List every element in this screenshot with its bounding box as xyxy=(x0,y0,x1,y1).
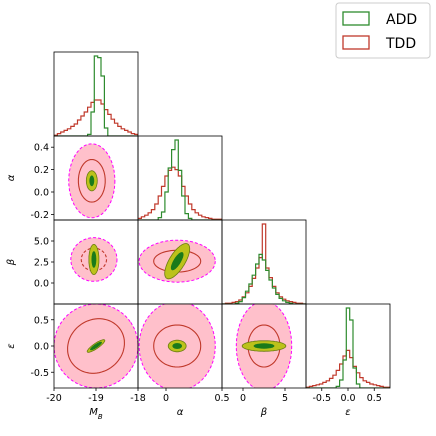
legend-label-add: ADD xyxy=(386,12,417,28)
hist-tdd-beta xyxy=(222,223,306,304)
legend-swatch-tdd xyxy=(342,35,370,50)
y-tick-label-epsilon: 0.5 xyxy=(34,315,49,326)
panel-epsilon-beta xyxy=(235,304,293,388)
x-tick-label-MB: -18 xyxy=(130,393,146,404)
contour-add-inner xyxy=(172,343,182,349)
panel-beta-MB xyxy=(70,237,118,282)
hist-add-epsilon xyxy=(306,307,390,388)
y-axis-title-epsilon: ε xyxy=(6,343,17,349)
x-tick-label-beta: 0 xyxy=(240,393,246,404)
panel-alpha-alpha xyxy=(138,139,222,220)
panel-epsilon-MB xyxy=(54,304,138,388)
y-tick-label-beta: 5.0 xyxy=(34,237,49,248)
legend: ADD TDD xyxy=(335,2,431,59)
panel-frame xyxy=(53,51,139,137)
x-tick-label-epsilon: 0.5 xyxy=(367,393,382,404)
x-tick-label-beta: 5 xyxy=(282,393,288,404)
x-axis-title-epsilon: ε xyxy=(345,407,351,418)
y-tick-label-epsilon: 0.0 xyxy=(34,342,49,353)
x-tick-label-alpha: 0.5 xyxy=(214,393,229,404)
x-tick-label-epsilon: 0.0 xyxy=(340,393,355,404)
y-tick-label-alpha: 0.0 xyxy=(34,188,49,199)
x-tick-label-alpha: 0 xyxy=(163,393,169,404)
y-tick-label-alpha: 0.4 xyxy=(34,143,49,154)
x-axis-title-alpha: α xyxy=(177,407,184,418)
x-axis-title-MB: MB xyxy=(89,407,103,421)
panel-beta-beta xyxy=(222,223,306,304)
x-tick-label-MB: -20 xyxy=(46,393,62,404)
legend-label-tdd: TDD xyxy=(385,36,416,52)
hist-tdd-epsilon xyxy=(306,349,390,388)
contour-tdd xyxy=(153,324,202,368)
contour-tdd xyxy=(80,247,108,272)
y-tick-label-epsilon: -0.5 xyxy=(30,368,49,379)
contour-add-inner xyxy=(253,343,275,349)
legend-swatch-add xyxy=(342,11,370,26)
panel-alpha-MB xyxy=(68,143,116,219)
contour-tdd xyxy=(67,318,125,374)
contour-add-inner xyxy=(91,251,97,268)
y-axis-title-beta: β xyxy=(6,258,17,266)
y-axis-title-alpha: α xyxy=(6,174,17,181)
contour-add-inner xyxy=(90,341,102,351)
hist-tdd-alpha xyxy=(138,166,222,220)
panel-epsilon-epsilon xyxy=(306,307,390,388)
hist-add-MB xyxy=(54,55,138,136)
contour-tdd xyxy=(77,158,106,203)
hist-tdd-MB xyxy=(54,99,138,136)
y-tick-label-alpha: -0.2 xyxy=(30,210,49,221)
x-tick-label-epsilon: -0.5 xyxy=(312,393,331,404)
panel-epsilon-alpha xyxy=(138,304,216,388)
x-axis-title-beta: β xyxy=(260,407,268,418)
y-tick-label-beta: 2.5 xyxy=(34,258,49,269)
x-axis-title-subscript: B xyxy=(98,413,103,421)
panel-beta-alpha xyxy=(138,239,216,283)
panel-frame xyxy=(137,135,223,221)
contour-add-inner xyxy=(170,252,184,271)
contour-add-inner xyxy=(89,175,95,187)
panel-frame xyxy=(305,303,391,389)
hist-add-alpha xyxy=(138,139,222,220)
hist-add-beta xyxy=(222,253,306,304)
y-tick-label-beta: 0.0 xyxy=(34,279,49,290)
y-tick-label-alpha: 0.2 xyxy=(34,165,49,176)
x-tick-label-MB: -19 xyxy=(88,393,104,404)
panel-MB-MB xyxy=(54,55,138,136)
panel-frame xyxy=(221,219,307,305)
